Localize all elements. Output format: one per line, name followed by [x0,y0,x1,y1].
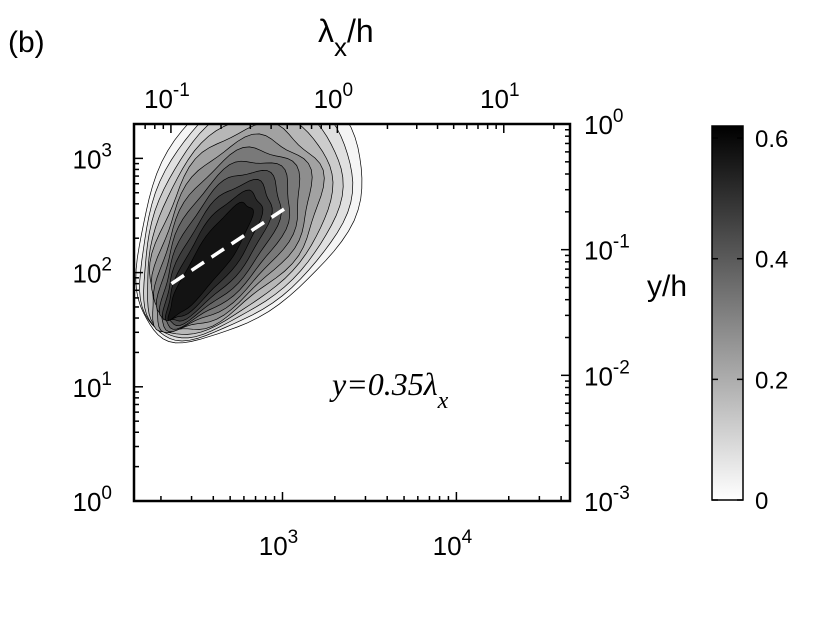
panel-label: (b) [8,26,45,59]
right-tick-label: 10-2 [584,357,630,391]
top-tick-label: 10-1 [144,80,190,114]
colorbar-tick-label: 0 [755,488,768,515]
bottom-tick-label: 104 [433,527,473,561]
right-tick-label: 10-3 [584,483,630,517]
plot-frame [132,122,572,503]
top-axis-label: λx/h [318,13,374,62]
annotation-fit-label: y=0.35λx [329,366,449,414]
contour-band [167,201,254,321]
colorbar-tick-label: 0.6 [755,126,788,153]
top-tick-label: 101 [480,80,520,114]
contour-plot [135,124,363,344]
colorbar-ticks: 0 0.2 0.4 0.6 [712,126,788,515]
tick-labels: 103 104 100 101 102 103 10-1 100 101 10-3 10-2 10-1… [73,80,630,561]
right-axis-label: y/h [647,270,687,303]
left-tick-label: 100 [73,483,113,517]
axis-ticks [133,123,570,502]
left-tick-label: 101 [73,369,113,403]
right-tick-label: 100 [584,106,624,140]
left-tick-label: 102 [73,255,113,289]
colorbar [711,125,744,501]
top-tick-label: 100 [314,80,354,114]
colorbar-tick-label: 0.2 [755,367,788,394]
right-tick-label: 10-1 [584,232,630,266]
colorbar-tick-label: 0.4 [755,247,788,274]
bottom-tick-label: 103 [259,527,299,561]
left-tick-label: 103 [73,140,113,174]
